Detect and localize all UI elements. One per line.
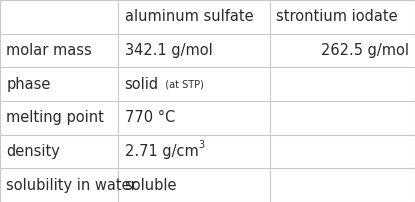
Text: phase: phase: [6, 77, 51, 92]
Text: (at STP): (at STP): [159, 79, 203, 89]
Text: aluminum sulfate: aluminum sulfate: [124, 9, 253, 24]
Text: solubility in water: solubility in water: [6, 178, 137, 193]
Text: 2.71 g/cm: 2.71 g/cm: [124, 144, 198, 159]
Text: 3: 3: [198, 140, 204, 150]
Text: solid: solid: [124, 77, 159, 92]
Text: molar mass: molar mass: [6, 43, 92, 58]
Text: melting point: melting point: [6, 110, 104, 125]
Text: 262.5 g/mol: 262.5 g/mol: [321, 43, 409, 58]
Text: strontium iodate: strontium iodate: [276, 9, 398, 24]
Text: density: density: [6, 144, 60, 159]
Text: 342.1 g/mol: 342.1 g/mol: [124, 43, 212, 58]
Text: 770 °C: 770 °C: [124, 110, 175, 125]
Text: soluble: soluble: [124, 178, 177, 193]
